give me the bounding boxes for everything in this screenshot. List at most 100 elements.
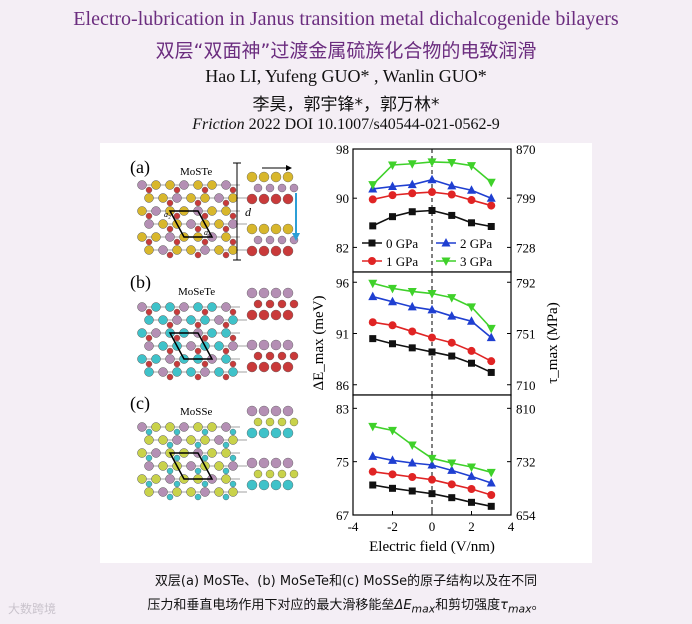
atomic-structures [137,171,299,501]
data-point [467,346,476,355]
panel-c-name: MoSSe [180,406,213,418]
right-tick-label: 799 [516,191,536,206]
data-point [388,181,397,191]
data-point [368,195,377,204]
legend-marker [368,239,376,247]
data-point [427,454,437,464]
left-tick-label: 91 [336,327,349,342]
data-point [447,180,457,190]
data-point [389,484,396,492]
left-tick-label: 90 [336,191,349,206]
panel-b-name: MoSeTe [178,286,215,298]
panel-a-name: MoSTe [180,166,212,178]
data-point [368,181,378,190]
right-tick-label: 810 [516,401,536,416]
data-point [447,311,457,320]
legend-marker [441,257,451,266]
legend-label: 1 GPa [386,254,418,269]
x-tick-label: 2 [468,519,475,534]
data-point [467,303,476,312]
right-tick-label: 732 [516,455,536,470]
data-point [369,481,377,489]
legend-label: 3 GPa [460,254,492,269]
legend-marker [441,238,451,247]
caption-tau: τ [500,598,508,613]
data-point [486,178,496,188]
data-point [447,459,457,468]
data-point [407,179,417,189]
subplot-mosete: 96 91 86 792 751 710 [336,271,536,396]
data-point [448,494,456,502]
data-point [448,211,456,219]
x-axis: -4 -2 0 2 4 Electric field (V/nm) [348,511,515,555]
data-point [369,335,377,343]
panel-b-tag: (b) [130,272,151,293]
data-point [389,340,396,348]
data-point [487,222,495,230]
data-point [427,290,437,299]
legend-label: 0 GPa [386,236,418,251]
mosete-top-view [137,302,247,381]
panel-a-tag: (a) [130,157,150,178]
data-point [408,327,417,336]
data-point [468,359,475,367]
left-tick-label: 98 [336,143,349,157]
caption-line-2-text-a: 压力和垂直电场作用下对应的最大滑移能垒 [147,598,395,613]
data-point [486,478,496,487]
data-point [467,463,476,472]
data-point [486,324,496,334]
data-point [408,473,417,481]
authors-chinese: 李昊，郭宇锋*，郭万林* [252,95,440,115]
side-view-annotation: d a₂ a₁ [164,162,300,261]
y-axis-right-label: τ_max (MPa) [545,302,561,383]
caption-delta-e: ΔE [394,598,412,613]
data-point [467,162,476,171]
data-point [408,487,416,495]
data-point [408,344,416,352]
data-point [407,287,417,297]
data-point [486,468,496,478]
data-point [368,279,378,289]
data-point [388,161,397,170]
panel-c-tag: (c) [130,393,150,414]
caption-delta-e-sub: max [411,602,436,616]
data-point [487,491,496,499]
data-point [447,480,456,489]
data-point [427,174,437,184]
data-point [388,191,397,200]
data-point [428,475,436,484]
citation-detail: 2022 DOI 10.1007/s40544-021-0562-9 [244,116,500,133]
figure-svg: (a) (b) (c) MoSTe MoSeTe MoSSe d a₂ a₁ 9… [130,142,561,555]
left-tick-label: 96 [336,275,350,290]
data-point [428,348,436,356]
data-point [467,471,476,480]
data-point [407,441,417,450]
data-point [427,460,437,469]
journal-name: Friction [192,116,245,133]
caption-line-1: 双层(a) MoSTe、(b) MoSeTe和(c) MoSSe的原子结构以及在… [154,574,538,589]
interlayer-distance-label: d [245,205,252,219]
lattice-vector-a1: a₁ [204,228,211,237]
data-point [388,321,397,330]
caption-tau-sub: max [507,602,532,616]
data-point [447,159,457,168]
data-point [447,190,456,199]
mosete-side-view [246,287,299,373]
title-chinese: 双层“双面神”过渡金属硫族化合物的电致润滑 [155,40,537,62]
y-axis-left-label: ΔE_max (meV) [311,295,327,390]
data-point [428,333,436,342]
data-point [487,502,495,510]
caption-line-2-text-b: 和剪切强度 [435,598,501,613]
data-point [388,284,397,294]
left-tick-label: 82 [336,240,349,255]
authors-english: Hao LI, Yufeng GUO* , Wanlin GUO* [205,66,487,86]
legend: 0 GPa 1 GPa 2 GPa 3 GPa [362,236,492,269]
data-point [368,422,378,432]
data-point [388,296,397,306]
figure-panel: (a) (b) (c) MoSTe MoSeTe MoSSe d a₂ a₁ 9… [100,142,592,563]
left-tick-label: 83 [336,401,349,416]
citation: Friction 2022 DOI 10.1007/s40544-021-056… [0,116,692,134]
x-tick-label: 4 [508,519,515,534]
data-point [428,490,436,498]
data-point [389,213,396,221]
